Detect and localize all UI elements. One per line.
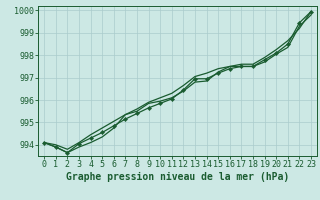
X-axis label: Graphe pression niveau de la mer (hPa): Graphe pression niveau de la mer (hPa) [66,172,289,182]
